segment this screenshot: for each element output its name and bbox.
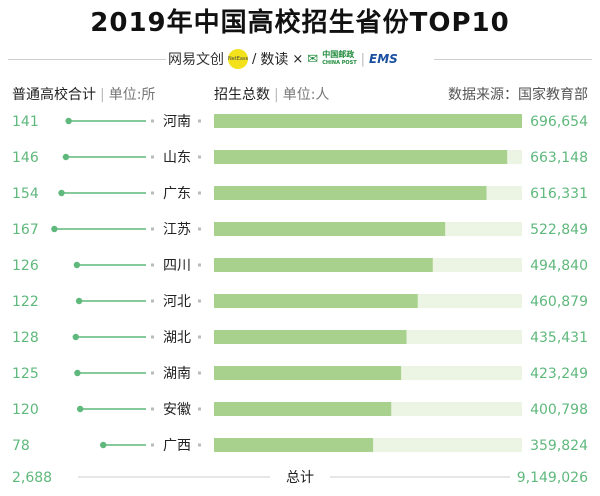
enrollment-label: 696,654 [530, 114, 588, 130]
row-marker-left [151, 191, 154, 195]
province-label: 四川 [163, 258, 191, 274]
row-marker-right [198, 227, 201, 231]
school-count-label: 146 [12, 150, 39, 166]
enrollment-label: 522,849 [530, 222, 588, 238]
enrollment-bar [214, 258, 433, 272]
province-label: 山东 [163, 150, 191, 166]
school-count-dot [51, 225, 58, 233]
row-marker-left [151, 371, 154, 375]
school-count-label: 141 [12, 114, 39, 130]
slash-divider: / [252, 51, 257, 67]
enrollment-bar [214, 330, 407, 344]
enrollment-label: 359,824 [530, 438, 588, 454]
netease-logo: 网易文创 [168, 52, 224, 68]
left-header-unit: 单位:所 [108, 87, 156, 103]
row-marker-right [198, 443, 201, 447]
school-count-label: 167 [12, 222, 39, 238]
province-label: 湖南 [163, 366, 191, 382]
school-count-label: 78 [12, 438, 30, 454]
province-label: 湖北 [163, 330, 191, 346]
right-header-unit: 单位:人 [282, 87, 330, 103]
china-post-logo: 中国邮政 CHINA POST [322, 50, 356, 68]
school-count-label: 122 [12, 294, 39, 310]
brand-logos: 网易文创 NetEase / 数读 × ✉ 中国邮政 CHINA POST | … [168, 47, 432, 71]
enrollment-label: 460,879 [530, 294, 588, 310]
row-marker-right [198, 119, 201, 123]
row-marker-left [151, 335, 154, 339]
enrollment-bar [214, 438, 374, 452]
row-marker-left [151, 155, 154, 159]
enrollment-bar [214, 114, 522, 128]
province-label: 河南 [163, 114, 191, 130]
shudu-logo: 数读 [260, 52, 289, 68]
school-count-dot [72, 333, 79, 341]
left-header-label: 普通高校合计 [12, 87, 96, 103]
school-count-label: 120 [12, 402, 39, 418]
row-marker-left [151, 227, 154, 231]
school-count-dot [58, 189, 65, 197]
province-label: 广西 [163, 438, 191, 454]
row-marker-left [151, 299, 154, 303]
row-marker-left [151, 119, 154, 123]
row-marker-right [198, 335, 201, 339]
row-marker-right [198, 263, 201, 267]
enrollment-label: 616,331 [530, 186, 588, 202]
right-header: 招生总数 | 单位:人 [214, 87, 330, 103]
brand-rule-left [8, 59, 166, 60]
enrollment-label: 435,431 [530, 330, 588, 346]
netease-badge-icon: NetEase [228, 49, 248, 69]
enrollment-bar [214, 150, 508, 164]
row-marker-right [198, 299, 201, 303]
chart-title: 2019年中国高校招生省份TOP10 [90, 8, 510, 38]
school-count-label: 128 [12, 330, 39, 346]
province-label: 河北 [163, 294, 191, 310]
ems-logo: EMS [369, 52, 398, 66]
china-post-icon: ✉ [307, 51, 319, 67]
enrollment-bar [214, 222, 446, 236]
brand-bar: 网易文创 NetEase / 数读 × ✉ 中国邮政 CHINA POST | … [0, 44, 600, 74]
row-marker-left [151, 407, 154, 411]
school-count-dot [100, 441, 107, 449]
province-label: 广东 [163, 186, 191, 202]
row-marker-right [198, 191, 201, 195]
school-count-dot [76, 405, 84, 413]
school-count-dot [62, 153, 70, 161]
right-header-label: 招生总数 [214, 87, 270, 103]
row-marker-left [151, 443, 154, 447]
province-label: 江苏 [163, 222, 191, 238]
enrollment-label: 400,798 [530, 402, 588, 418]
total-schools: 2,688 [12, 470, 52, 486]
left-header: 普通高校合计 | 单位:所 [12, 87, 156, 103]
pipe-divider: | [360, 51, 366, 67]
china-post-en: CHINA POST [322, 60, 357, 66]
data-source: 数据来源：国家教育部 [448, 87, 588, 103]
row-marker-right [198, 407, 201, 411]
enrollment-bar [214, 366, 402, 380]
enrollment-bar [214, 186, 487, 200]
row-marker-right [198, 155, 201, 159]
school-count-label: 126 [12, 258, 39, 274]
province-label: 安徽 [163, 402, 191, 418]
enrollment-label: 494,840 [530, 258, 588, 274]
brand-rule-right [434, 59, 592, 60]
school-count-dot [73, 261, 81, 269]
school-count-dot [74, 369, 81, 377]
row-marker-left [151, 263, 154, 267]
enrollment-bar [214, 402, 392, 416]
enrollment-label: 663,148 [530, 150, 588, 166]
school-count-dot [75, 297, 83, 305]
enrollment-label: 423,249 [530, 366, 588, 382]
school-count-dot [65, 117, 72, 125]
cross-symbol: × [292, 51, 304, 67]
total-enrollment: 9,149,026 [517, 470, 588, 486]
row-marker-right [198, 371, 201, 375]
school-count-label: 154 [12, 186, 39, 202]
china-post-cn: 中国邮政 [322, 50, 355, 59]
total-label: 总计 [286, 470, 314, 486]
school-count-label: 125 [12, 366, 39, 382]
enrollment-bar [214, 294, 418, 308]
